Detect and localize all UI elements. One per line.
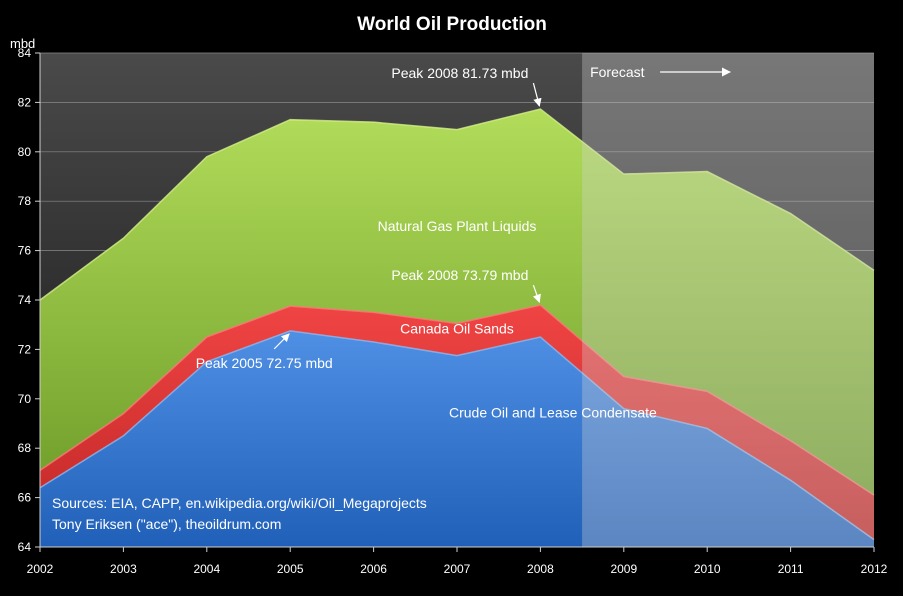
series-label: Natural Gas Plant Liquids [378,218,537,234]
area-series [39,108,875,547]
peak-annotations: Peak 2008 81.73 mbd Peak 2008 73.79 mbd Pe… [196,65,542,371]
annotation-arrow [532,284,541,303]
annotation-arrow [273,333,290,350]
ngl-area [40,109,874,496]
y-axis-ticks: 64 66 68 70 72 74 76 78 80 82 84 [18,46,40,554]
crude-oil-area-edge [39,330,875,541]
forecast-region: Forecast [582,53,874,547]
chart-title: World Oil Production [357,14,547,35]
annotation-label: Peak 2008 81.73 mbd [391,65,528,81]
x-tick-label: 2002 [27,562,54,576]
canada-oil-sands-area-edge [39,304,875,496]
y-tick-label: 64 [18,540,32,554]
x-tick-label: 2010 [694,562,721,576]
x-tick-label: 2006 [360,562,387,576]
annotation-label: Peak 2005 72.75 mbd [196,355,333,371]
sources-text: Sources: EIA, CAPP, en.wikipedia.org/wik… [52,495,427,532]
y-tick-label: 74 [18,293,32,307]
y-axis-label: mbd [10,36,35,51]
area-labels: Crude Oil and Lease Condensate Canada Oil… [378,218,657,420]
x-tick-label: 2007 [444,562,471,576]
forecast-shade [582,53,874,547]
x-axis-ticks: 2002 2003 2004 2005 2006 2007 2008 2009 2010 2011… [27,547,888,576]
x-tick-label: 2008 [527,562,554,576]
x-tick-label: 2009 [610,562,637,576]
y-tick-label: 84 [18,46,32,60]
forecast-label: Forecast [590,64,645,80]
series-label: Crude Oil and Lease Condensate [449,404,657,420]
x-tick-label: 2011 [778,562,804,576]
x-tick-label: 2003 [110,562,137,576]
y-tick-label: 68 [18,441,32,455]
y-tick-label: 82 [18,95,32,109]
y-tick-label: 78 [18,194,32,208]
y-tick-label: 80 [18,145,32,159]
x-tick-label: 2005 [277,562,304,576]
y-tick-label: 70 [18,392,32,406]
series-label: Canada Oil Sands [400,320,514,336]
canada-oil-sands-area [40,305,874,540]
crude-oil-area [40,330,874,547]
source-line: Tony Eriksen ("ace"), theoildrum.com [52,516,281,532]
y-tick-label: 66 [18,491,32,505]
y-tick-label: 72 [18,342,32,356]
source-line: Sources: EIA, CAPP, en.wikipedia.org/wik… [52,495,427,511]
ngl-area-edge [39,108,875,301]
annotation-arrow [532,82,542,107]
y-tick-label: 76 [18,244,32,258]
x-tick-label: 2012 [861,562,888,576]
annotation-label: Peak 2008 73.79 mbd [391,267,528,283]
x-tick-label: 2004 [193,562,220,576]
